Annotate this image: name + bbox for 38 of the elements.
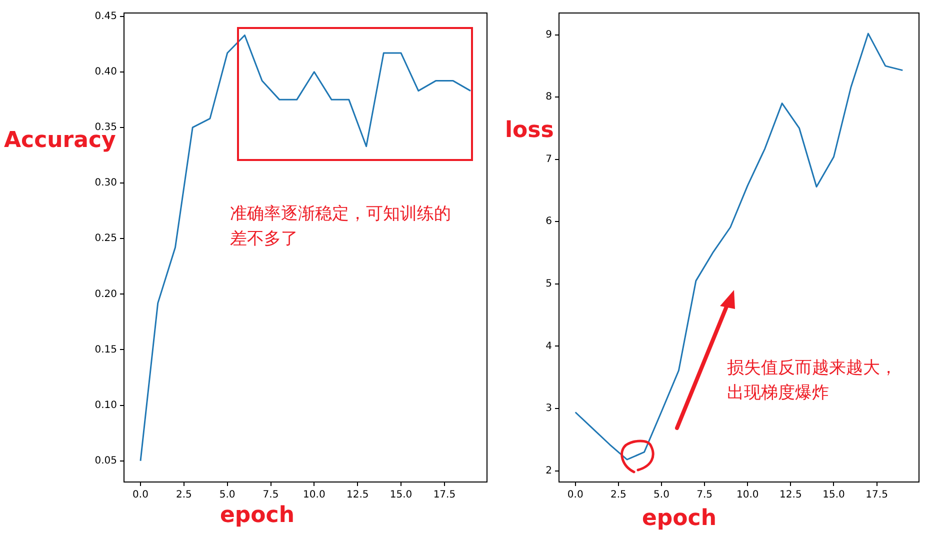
y-tick-label: 6	[546, 216, 552, 228]
x-tick-label: 2.5	[176, 490, 192, 501]
x-tick-label: 17.5	[433, 490, 456, 501]
y-tick-label: 3	[546, 403, 552, 414]
annotation: 准确率逐渐稳定，可知训练的差不多了	[230, 203, 452, 251]
x-tick-label: 0.0	[567, 490, 584, 501]
x-tick-label: 7.5	[262, 490, 279, 501]
y-tick-label: 0.45	[94, 10, 117, 22]
x-tick-label: 2.5	[610, 490, 626, 501]
y-tick-label: 0.25	[94, 233, 117, 244]
y-tick-label: 0.15	[94, 344, 117, 356]
x-tick-label: 10.0	[303, 490, 326, 501]
y-axis-title: loss	[505, 118, 554, 143]
y-tick-label: 5	[546, 278, 552, 290]
x-tick-label: 12.5	[346, 490, 369, 501]
x-tick-label: 15.0	[822, 490, 845, 501]
x-axis-title: epoch	[220, 503, 294, 528]
y-tick-label: 0.30	[94, 178, 117, 189]
y-tick-label: 0.10	[94, 400, 117, 411]
x-tick-label: 15.0	[390, 490, 412, 501]
y-tick-label: 7	[546, 154, 552, 165]
y-tick-label: 9	[546, 29, 552, 40]
x-tick-label: 5.0	[219, 490, 236, 501]
x-tick-label: 5.0	[654, 490, 670, 501]
x-tick-label: 0.0	[132, 490, 148, 501]
y-tick-label: 0.40	[94, 66, 117, 78]
y-tick-label: 0.35	[94, 122, 117, 134]
y-tick-label: 0.05	[94, 455, 117, 466]
x-axis-title: epoch	[642, 506, 716, 531]
y-tick-label: 8	[546, 92, 552, 103]
y-tick-label: 4	[546, 340, 552, 352]
annotation: 损失值反而越来越大，出现梯度爆炸	[727, 357, 898, 405]
x-tick-label: 17.5	[866, 490, 888, 501]
y-tick-label: 0.20	[94, 288, 117, 300]
x-tick-label: 10.0	[736, 490, 759, 501]
x-tick-label: 12.5	[780, 490, 802, 501]
y-tick-label: 2	[546, 465, 552, 476]
x-tick-label: 7.5	[696, 490, 713, 501]
